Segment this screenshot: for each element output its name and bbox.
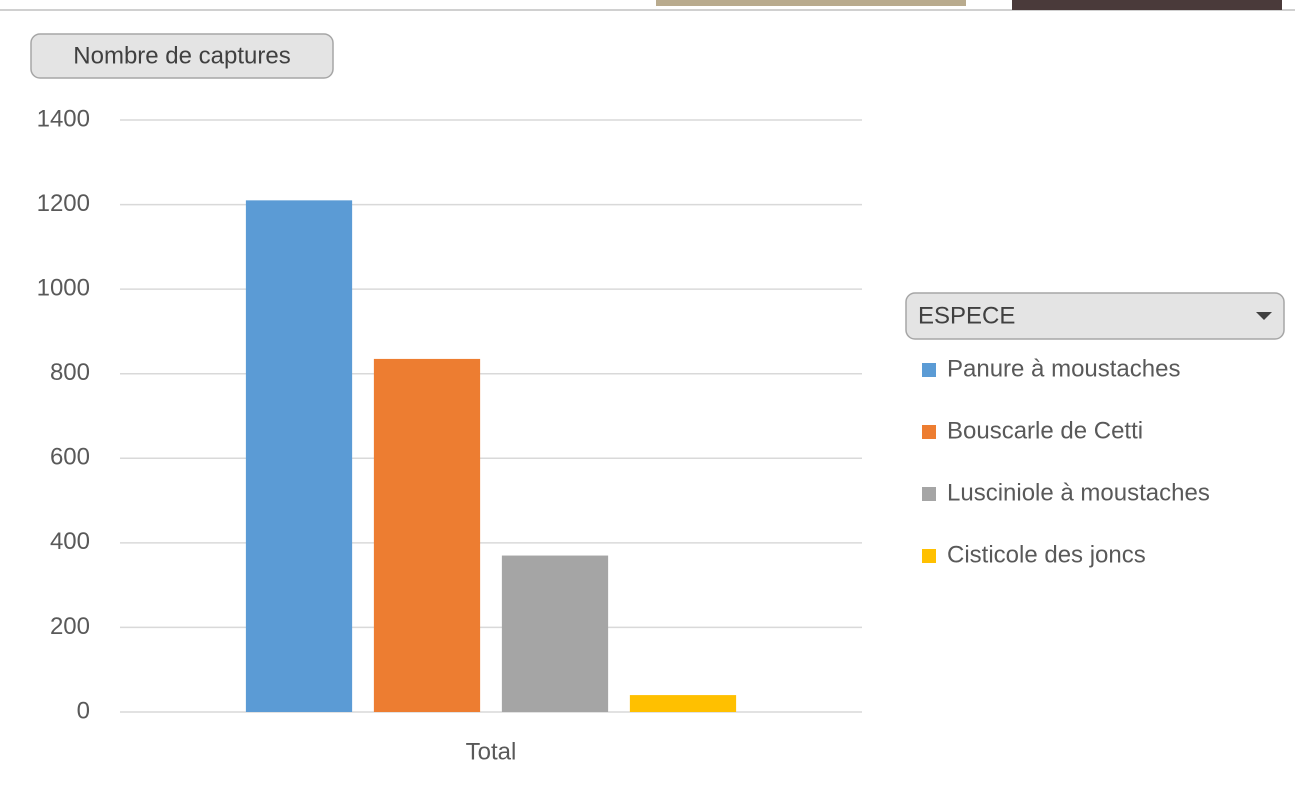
legend-label: Bouscarle de Cetti bbox=[947, 417, 1143, 444]
legend-button[interactable]: ESPECE bbox=[905, 292, 1285, 340]
legend-swatch bbox=[922, 363, 936, 377]
y-tick-label: 800 bbox=[50, 359, 90, 386]
legend-title[interactable]: ESPECE bbox=[918, 302, 1015, 329]
thumbnail bbox=[1012, 0, 1282, 10]
legend-swatch bbox=[922, 549, 936, 563]
field-button[interactable] bbox=[905, 292, 1285, 340]
bar bbox=[373, 358, 481, 712]
legend-swatch bbox=[922, 425, 936, 439]
bar bbox=[629, 695, 737, 712]
thumbnail bbox=[656, 0, 966, 6]
x-tick-label: Total bbox=[466, 738, 517, 765]
chart-title[interactable]: Nombre de captures bbox=[73, 42, 290, 69]
y-tick-label: 1400 bbox=[37, 105, 90, 132]
legend-label: Cisticole des joncs bbox=[947, 541, 1146, 568]
y-tick-label: 1200 bbox=[37, 190, 90, 217]
field-button[interactable] bbox=[30, 33, 334, 79]
title-button[interactable]: Nombre de captures bbox=[30, 33, 334, 79]
y-tick-label: 200 bbox=[50, 613, 90, 640]
dropdown-arrow[interactable] bbox=[1256, 312, 1272, 320]
y-tick-label: 0 bbox=[77, 697, 90, 724]
y-tick-label: 1000 bbox=[37, 274, 90, 301]
legend-swatch bbox=[922, 487, 936, 501]
y-tick-label: 600 bbox=[50, 444, 90, 471]
y-tick-label: 400 bbox=[50, 528, 90, 555]
bar bbox=[501, 555, 609, 712]
bar bbox=[245, 200, 353, 713]
legend-label: Lusciniole à moustaches bbox=[947, 479, 1210, 506]
legend-label: Panure à moustaches bbox=[947, 355, 1180, 382]
